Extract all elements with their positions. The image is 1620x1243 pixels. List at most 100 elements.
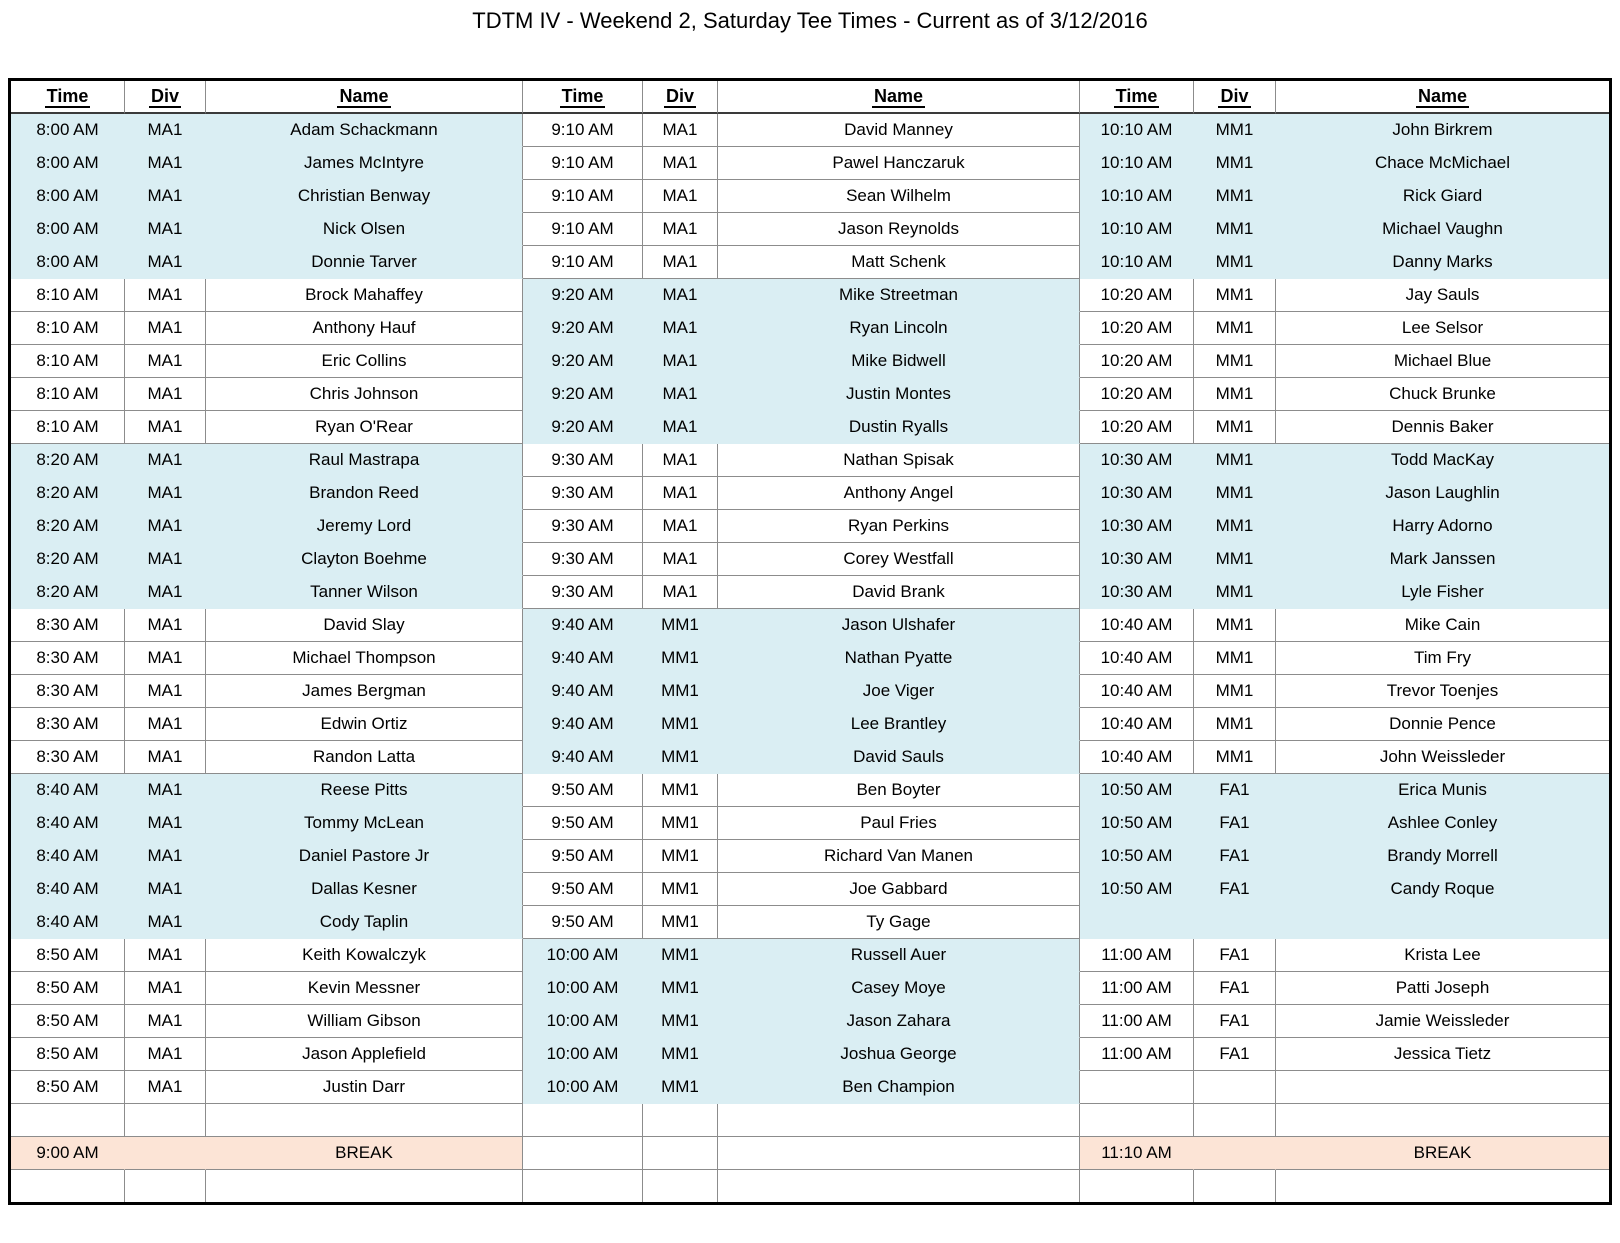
time-cell: 10:10 AM <box>1080 114 1194 147</box>
div-cell: MM1 <box>1194 708 1276 741</box>
time-cell: 8:00 AM <box>11 147 125 180</box>
div-cell: MA1 <box>125 147 206 180</box>
time-cell <box>1080 906 1194 939</box>
div-cell: MA1 <box>643 213 718 246</box>
div-cell: MA1 <box>125 642 206 675</box>
table-row: 8:20 AM MA1 Raul Mastrapa 9:30 AM MA1 Nathan … <box>11 444 1609 477</box>
name-cell: Richard Van Manen <box>718 840 1080 873</box>
div-cell: MM1 <box>1194 411 1276 444</box>
name-cell: Ryan Perkins <box>718 510 1080 543</box>
time-cell: 8:20 AM <box>11 477 125 510</box>
time-cell: 8:40 AM <box>11 906 125 939</box>
div-cell: MA1 <box>125 477 206 510</box>
div-cell: MA1 <box>643 246 718 279</box>
div-cell: FA1 <box>1194 873 1276 906</box>
time-cell: 11:00 AM <box>1080 939 1194 972</box>
table-row: 8:40 AM MA1 Dallas Kesner 9:50 AM MM1 Joe Gab… <box>11 873 1609 906</box>
table-row: 8:30 AM MA1 Randon Latta 9:40 AM MM1 David Sa… <box>11 741 1609 774</box>
div-cell: MA1 <box>125 840 206 873</box>
time-cell: 8:30 AM <box>11 741 125 774</box>
div-cell: MM1 <box>643 609 718 642</box>
time-cell <box>523 1104 643 1137</box>
name-cell: Matt Schenk <box>718 246 1080 279</box>
time-cell: 10:10 AM <box>1080 246 1194 279</box>
div-cell: MM1 <box>1194 378 1276 411</box>
name-cell: Ryan Lincoln <box>718 312 1080 345</box>
table-row: 8:50 AM MA1 Kevin Messner 10:00 AM MM1 Casey … <box>11 972 1609 1005</box>
div-cell: MM1 <box>1194 345 1276 378</box>
table-row: 8:50 AM MA1 William Gibson 10:00 AM MM1 Jason… <box>11 1005 1609 1038</box>
name-cell: Adam Schackmann <box>206 114 523 147</box>
div-cell: MM1 <box>643 741 718 774</box>
time-cell: 11:00 AM <box>1080 1038 1194 1071</box>
div-cell: MA1 <box>643 147 718 180</box>
name-cell <box>1276 906 1609 939</box>
name-cell: James Bergman <box>206 675 523 708</box>
time-cell: 8:50 AM <box>11 1005 125 1038</box>
name-cell: Michael Vaughn <box>1276 213 1609 246</box>
div-cell: MM1 <box>643 1005 718 1038</box>
name-cell: Lyle Fisher <box>1276 576 1609 609</box>
div-cell: MM1 <box>1194 279 1276 312</box>
name-cell: Corey Westfall <box>718 543 1080 576</box>
name-cell: Jamie Weissleder <box>1276 1005 1609 1038</box>
time-cell <box>11 1104 125 1137</box>
name-cell: Randon Latta <box>206 741 523 774</box>
name-cell: Justin Montes <box>718 378 1080 411</box>
div-cell: MA1 <box>125 1071 206 1104</box>
div-cell: MA1 <box>125 411 206 444</box>
div-cell: MM1 <box>643 840 718 873</box>
div-cell: MM1 <box>1194 477 1276 510</box>
div-cell: MM1 <box>1194 147 1276 180</box>
time-cell: 8:30 AM <box>11 642 125 675</box>
div-cell: MA1 <box>125 675 206 708</box>
time-cell: 10:10 AM <box>1080 213 1194 246</box>
name-cell: Joe Viger <box>718 675 1080 708</box>
div-cell <box>643 1170 718 1202</box>
name-cell: David Manney <box>718 114 1080 147</box>
div-cell: MA1 <box>643 411 718 444</box>
time-cell: 9:10 AM <box>523 180 643 213</box>
name-cell: Reese Pitts <box>206 774 523 807</box>
table-row: 8:40 AM MA1 Daniel Pastore Jr 9:50 AM MM1 Ric… <box>11 840 1609 873</box>
tee-times-table: Time Div Name Time Div Name Time Div Name 8:00 A… <box>8 78 1612 1205</box>
name-cell: Joshua George <box>718 1038 1080 1071</box>
name-cell: Candy Roque <box>1276 873 1609 906</box>
time-cell: 11:00 AM <box>1080 972 1194 1005</box>
name-cell <box>718 1137 1080 1170</box>
time-cell: 9:30 AM <box>523 543 643 576</box>
div-cell: MA1 <box>643 444 718 477</box>
time-cell: 8:40 AM <box>11 807 125 840</box>
name-cell: Jason Ulshafer <box>718 609 1080 642</box>
div-cell <box>125 1170 206 1202</box>
table-row: 8:40 AM MA1 Cody Taplin 9:50 AM MM1 Ty Gage <box>11 906 1609 939</box>
name-cell: Donnie Pence <box>1276 708 1609 741</box>
time-cell: 10:20 AM <box>1080 279 1194 312</box>
name-cell: Nick Olsen <box>206 213 523 246</box>
time-cell: 10:40 AM <box>1080 642 1194 675</box>
time-cell: 8:40 AM <box>11 873 125 906</box>
div-cell: MM1 <box>1194 543 1276 576</box>
name-cell: Nathan Spisak <box>718 444 1080 477</box>
time-cell: 10:00 AM <box>523 939 643 972</box>
div-cell: MA1 <box>125 939 206 972</box>
time-cell <box>1080 1170 1194 1202</box>
time-cell: 9:20 AM <box>523 345 643 378</box>
div-cell <box>1194 906 1276 939</box>
name-cell: Joe Gabbard <box>718 873 1080 906</box>
time-cell: 8:20 AM <box>11 510 125 543</box>
time-cell: 8:50 AM <box>11 939 125 972</box>
div-cell: MM1 <box>643 675 718 708</box>
div-cell: MM1 <box>643 972 718 1005</box>
time-cell: 10:30 AM <box>1080 510 1194 543</box>
time-cell: 8:00 AM <box>11 246 125 279</box>
div-cell: MA1 <box>643 114 718 147</box>
name-cell: David Slay <box>206 609 523 642</box>
table-row: 8:30 AM MA1 David Slay 9:40 AM MM1 Jason Ulsh… <box>11 609 1609 642</box>
column-header-label: Time <box>559 86 606 108</box>
time-cell: 8:20 AM <box>11 576 125 609</box>
column-header-label: Time <box>44 86 91 108</box>
time-cell: 9:40 AM <box>523 609 643 642</box>
name-cell: Ty Gage <box>718 906 1080 939</box>
name-cell: Chris Johnson <box>206 378 523 411</box>
